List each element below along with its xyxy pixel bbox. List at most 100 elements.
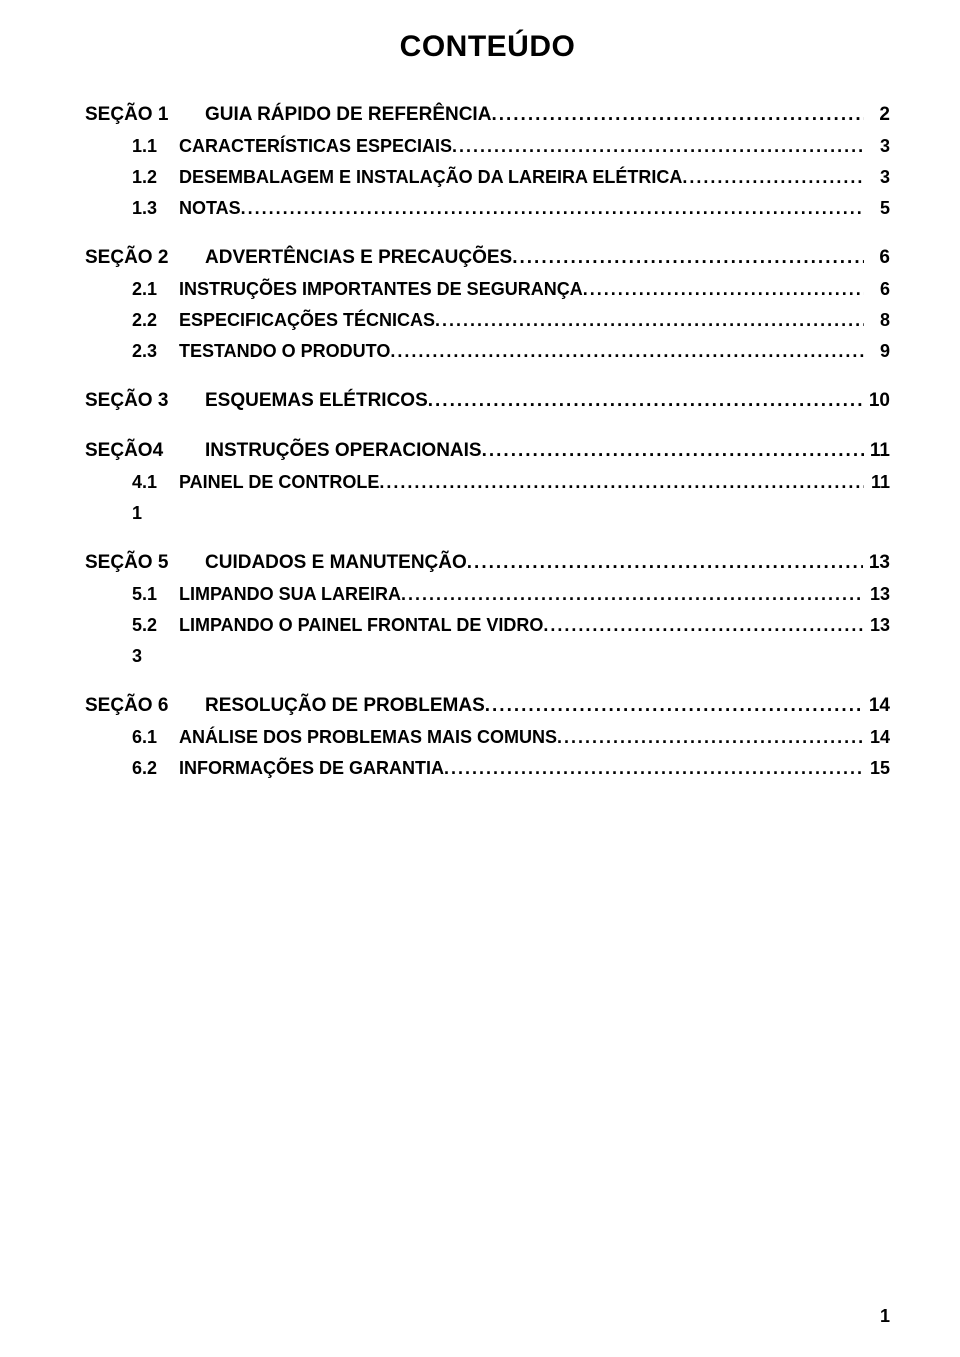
toc-entry-page: 14 xyxy=(864,727,890,748)
toc-subsection-row: 5.2LIMPANDO O PAINEL FRONTAL DE VIDRO 13 xyxy=(132,615,890,636)
toc-entry-page: 9 xyxy=(864,341,890,362)
toc-subsection-row: 5.1LIMPANDO SUA LAREIRA 13 xyxy=(132,584,890,605)
toc-entry-title: ESPECIFICAÇÕES TÉCNICAS xyxy=(179,310,435,330)
toc-leader-dots xyxy=(444,758,864,779)
toc-entry-page: 3 xyxy=(864,136,890,157)
toc-entry-label: SEÇÃO 2ADVERTÊNCIAS E PRECAUÇÕES xyxy=(85,247,512,269)
toc-subsection-row: 6.1ANÁLISE DOS PROBLEMAS MAIS COMUNS 14 xyxy=(132,727,890,748)
toc-entry-number: 6.1 xyxy=(132,727,179,748)
toc-entry-title: ANÁLISE DOS PROBLEMAS MAIS COMUNS xyxy=(179,727,557,747)
toc-entry-title: CARACTERÍSTICAS ESPECIAIS xyxy=(179,136,452,156)
toc-entry-title: TESTANDO O PRODUTO xyxy=(179,341,390,361)
toc-entry-title: LIMPANDO SUA LAREIRA xyxy=(179,584,401,604)
toc-entry-number: SEÇÃO 5 xyxy=(85,552,205,574)
toc-entry-page: 3 xyxy=(864,167,890,188)
toc-leader-dots xyxy=(583,279,864,300)
toc-entry-number: 5.1 xyxy=(132,584,179,605)
toc-entry-number: 1.3 xyxy=(132,198,179,219)
toc-leader-dots xyxy=(452,136,864,157)
toc-entry-title: ESQUEMAS ELÉTRICOS xyxy=(205,390,428,411)
toc-leader-dots xyxy=(491,104,864,126)
toc-entry-label: 6.2INFORMAÇÕES DE GARANTIA xyxy=(132,758,444,779)
toc-entry-label: SEÇÃO 6RESOLUÇÃO DE PROBLEMAS xyxy=(85,695,485,717)
toc-entry-title: ADVERTÊNCIAS E PRECAUÇÕES xyxy=(205,247,512,268)
toc-entry-label: SEÇÃO 3ESQUEMAS ELÉTRICOS xyxy=(85,390,428,412)
toc-entry-label: SEÇÃO4INSTRUÇÕES OPERACIONAIS xyxy=(85,440,482,462)
toc-subsection-row: 1.2DESEMBALAGEM E INSTALAÇÃO DA LAREIRA … xyxy=(132,167,890,188)
toc-entry-page: 13 xyxy=(864,615,890,636)
page-title: CONTEÚDO xyxy=(85,30,890,64)
toc-entry-title: PAINEL DE CONTROLE xyxy=(179,472,379,492)
toc-entry-label: SEÇÃO 1GUIA RÁPIDO DE REFERÊNCIA xyxy=(85,104,491,126)
toc-subsection-row: 2.2ESPECIFICAÇÕES TÉCNICAS 8 xyxy=(132,310,890,331)
toc-entry-number: SEÇÃO4 xyxy=(85,440,205,462)
toc-leader-dots xyxy=(390,341,864,362)
toc-leader-dots xyxy=(682,167,864,188)
toc-leader-dots xyxy=(435,310,864,331)
toc-entry-title: NOTAS xyxy=(179,198,241,218)
toc-section-row: SEÇÃO 5CUIDADOS E MANUTENÇÃO 13 xyxy=(85,552,890,574)
toc-entry-number: 2.2 xyxy=(132,310,179,331)
toc-leader-dots xyxy=(379,472,864,493)
toc-leader-dots xyxy=(482,440,864,462)
toc-entry-label: 1.2DESEMBALAGEM E INSTALAÇÃO DA LAREIRA … xyxy=(132,167,682,188)
toc-subsection-row: 4.1PAINEL DE CONTROLE 11 xyxy=(132,472,890,493)
toc-entry-number: 2.3 xyxy=(132,341,179,362)
toc-entry-page: 8 xyxy=(864,310,890,331)
toc-entry-page: 15 xyxy=(864,758,890,779)
toc-entry-label: 1.3NOTAS xyxy=(132,198,241,219)
toc-entry-title: RESOLUÇÃO DE PROBLEMAS xyxy=(205,695,485,716)
toc-subsection-row: 2.3TESTANDO O PRODUTO 9 xyxy=(132,341,890,362)
toc-stray-text: 1 xyxy=(132,503,890,524)
toc-leader-dots xyxy=(467,552,863,574)
toc-entry-number: 1.2 xyxy=(132,167,179,188)
toc-entry-number: SEÇÃO 1 xyxy=(85,104,205,126)
toc-entry-number: SEÇÃO 2 xyxy=(85,247,205,269)
toc-entry-label: SEÇÃO 5CUIDADOS E MANUTENÇÃO xyxy=(85,552,467,574)
toc-subsection-row: 1.3NOTAS5 xyxy=(132,198,890,219)
toc-entry-page: 6 xyxy=(864,279,890,300)
toc-entry-label: 4.1PAINEL DE CONTROLE xyxy=(132,472,379,493)
toc-entry-page: 2 xyxy=(864,104,890,126)
toc-entry-page: 13 xyxy=(863,552,890,574)
toc-leader-dots xyxy=(485,695,863,717)
toc-entry-number: 1.1 xyxy=(132,136,179,157)
table-of-contents: SEÇÃO 1GUIA RÁPIDO DE REFERÊNCIA 2 1.1CARA… xyxy=(85,104,890,779)
toc-entry-title: INFORMAÇÕES DE GARANTIA xyxy=(179,758,444,778)
toc-entry-number: 6.2 xyxy=(132,758,179,779)
toc-leader-dots xyxy=(241,198,864,219)
toc-leader-dots xyxy=(557,727,864,748)
toc-entry-title: CUIDADOS E MANUTENÇÃO xyxy=(205,552,467,573)
toc-stray-text: 3 xyxy=(132,646,890,667)
toc-entry-label: 1.1CARACTERÍSTICAS ESPECIAIS xyxy=(132,136,452,157)
toc-entry-number: 2.1 xyxy=(132,279,179,300)
toc-entry-label: 6.1ANÁLISE DOS PROBLEMAS MAIS COMUNS xyxy=(132,727,557,748)
toc-entry-title: DESEMBALAGEM E INSTALAÇÃO DA LAREIRA ELÉ… xyxy=(179,167,682,187)
toc-section-row: SEÇÃO 2ADVERTÊNCIAS E PRECAUÇÕES6 xyxy=(85,247,890,269)
footer-page-number: 1 xyxy=(880,1306,890,1327)
toc-entry-title: LIMPANDO O PAINEL FRONTAL DE VIDRO xyxy=(179,615,543,635)
toc-entry-title: INSTRUÇÕES OPERACIONAIS xyxy=(205,440,482,461)
toc-entry-label: 5.2LIMPANDO O PAINEL FRONTAL DE VIDRO xyxy=(132,615,543,636)
toc-entry-number: 5.2 xyxy=(132,615,179,636)
toc-entry-title: INSTRUÇÕES IMPORTANTES DE SEGURANÇA xyxy=(179,279,583,299)
toc-subsection-row: 2.1INSTRUÇÕES IMPORTANTES DE SEGURANÇA 6 xyxy=(132,279,890,300)
toc-section-row: SEÇÃO 1GUIA RÁPIDO DE REFERÊNCIA 2 xyxy=(85,104,890,126)
toc-subsection-row: 6.2INFORMAÇÕES DE GARANTIA 15 xyxy=(132,758,890,779)
toc-entry-page: 11 xyxy=(864,472,890,493)
toc-leader-dots xyxy=(543,615,864,636)
toc-entry-page: 14 xyxy=(863,695,890,717)
toc-section-row: SEÇÃO 3ESQUEMAS ELÉTRICOS 10 xyxy=(85,390,890,412)
toc-entry-page: 10 xyxy=(863,390,890,412)
toc-entry-page: 11 xyxy=(864,440,890,462)
toc-entry-page: 13 xyxy=(864,584,890,605)
toc-leader-dots xyxy=(401,584,864,605)
toc-section-row: SEÇÃO4INSTRUÇÕES OPERACIONAIS 11 xyxy=(85,440,890,462)
toc-entry-title: GUIA RÁPIDO DE REFERÊNCIA xyxy=(205,104,491,125)
toc-leader-dots xyxy=(428,390,863,412)
toc-section-row: SEÇÃO 6RESOLUÇÃO DE PROBLEMAS 14 xyxy=(85,695,890,717)
toc-entry-number: 4.1 xyxy=(132,472,179,493)
toc-entry-number: SEÇÃO 6 xyxy=(85,695,205,717)
toc-entry-number: SEÇÃO 3 xyxy=(85,390,205,412)
toc-entry-label: 2.1INSTRUÇÕES IMPORTANTES DE SEGURANÇA xyxy=(132,279,583,300)
